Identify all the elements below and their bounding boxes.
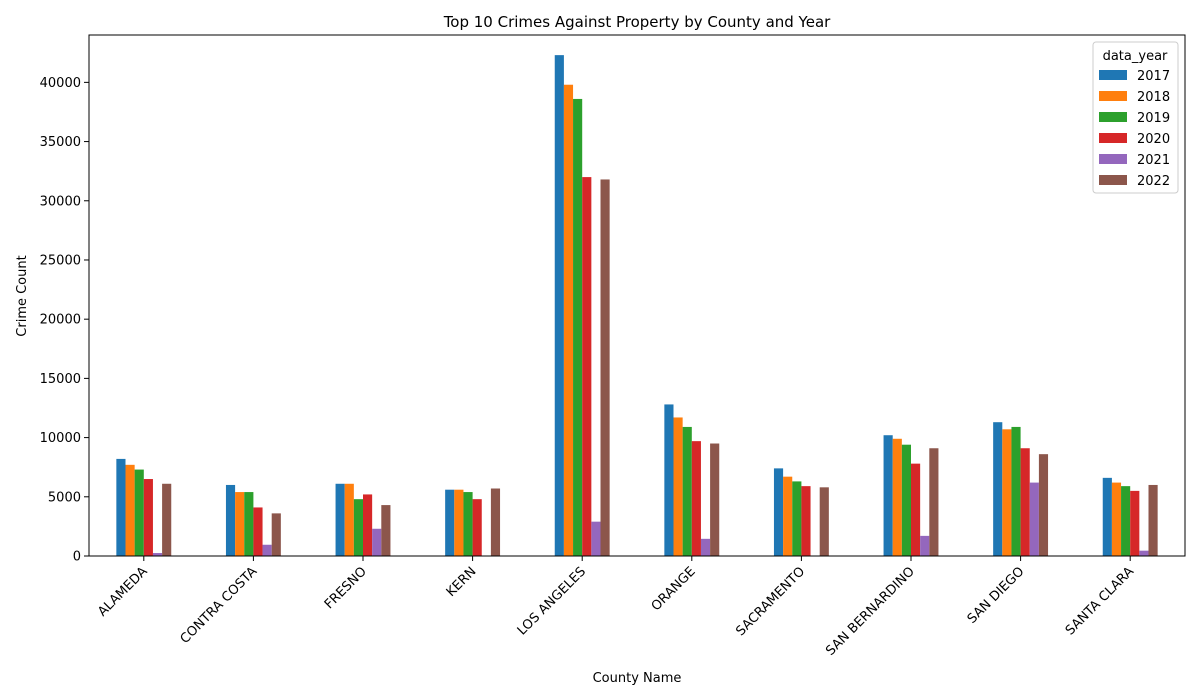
legend-swatch-2019 bbox=[1099, 112, 1127, 122]
bar-san-diego-2018 bbox=[1002, 429, 1012, 556]
bar-fresno-2019 bbox=[353, 499, 363, 556]
bar-fresno-2021 bbox=[372, 528, 382, 556]
bar-san-bernardino-2022 bbox=[929, 448, 939, 556]
bar-santa-clara-2020 bbox=[1130, 490, 1140, 556]
bar-santa-clara-2017 bbox=[1102, 477, 1112, 556]
legend-label-2021: 2021 bbox=[1137, 153, 1170, 168]
bar-kern-2017 bbox=[445, 489, 455, 556]
y-tick-label: 10000 bbox=[40, 431, 81, 446]
y-tick-label: 35000 bbox=[40, 135, 81, 150]
bar-sacramento-2018 bbox=[783, 476, 793, 556]
bar-contra-costa-2020 bbox=[253, 507, 263, 556]
bar-contra-costa-2018 bbox=[235, 492, 245, 556]
legend-swatch-2022 bbox=[1099, 175, 1127, 185]
bar-santa-clara-2022 bbox=[1148, 484, 1158, 556]
bar-san-bernardino-2021 bbox=[920, 535, 930, 556]
x-tick-label: CONTRA COSTA bbox=[178, 564, 261, 647]
x-tick-label: ALAMEDA bbox=[95, 564, 151, 620]
y-tick-label: 40000 bbox=[40, 76, 81, 91]
legend-swatch-2020 bbox=[1099, 133, 1127, 143]
bar-contra-costa-2019 bbox=[244, 492, 254, 556]
x-tick-label: KERN bbox=[444, 564, 480, 600]
bar-sacramento-2017 bbox=[773, 468, 784, 556]
legend-label-2018: 2018 bbox=[1137, 90, 1170, 105]
y-axis: 0 5000 10000 15000 20000 25000 30000 35000 40000 bbox=[40, 76, 89, 565]
bar-san-diego-2020 bbox=[1020, 448, 1030, 556]
bar-contra-costa-2021 bbox=[262, 544, 272, 556]
y-axis-label: Crime Count bbox=[15, 255, 30, 336]
bar-san-bernardino-2019 bbox=[901, 444, 911, 556]
bar-alameda-2019 bbox=[134, 469, 144, 556]
legend-swatch-2021 bbox=[1099, 154, 1127, 164]
x-tick-label: FRESNO bbox=[322, 564, 370, 612]
bar-alameda-2020 bbox=[143, 479, 153, 556]
bar-los-angeles-2018 bbox=[563, 84, 574, 557]
bar-fresno-2017 bbox=[335, 483, 345, 556]
x-tick-label: SANTA CLARA bbox=[1063, 564, 1137, 638]
bar-sacramento-2022 bbox=[819, 487, 829, 556]
bar-santa-clara-2018 bbox=[1111, 482, 1122, 556]
bar-orange-2022 bbox=[710, 443, 720, 556]
bar-contra-costa-2017 bbox=[225, 484, 236, 556]
bar-orange-2020 bbox=[691, 441, 701, 556]
x-axis: ALAMEDA CONTRA COSTA FRESNO KERN LOS ANGELES… bbox=[95, 556, 1137, 659]
bar-los-angeles-2021 bbox=[591, 521, 601, 556]
plot-frame bbox=[88, 34, 1186, 557]
legend-swatch-2018 bbox=[1099, 91, 1127, 101]
bar-kern-2022 bbox=[490, 488, 501, 556]
legend-label-2022: 2022 bbox=[1137, 174, 1170, 189]
x-axis-label: County Name bbox=[593, 671, 682, 686]
legend-title: data_year bbox=[1103, 49, 1168, 64]
legend-label-2020: 2020 bbox=[1137, 132, 1170, 147]
bar-sacramento-2020 bbox=[801, 486, 811, 556]
bar-los-angeles-2017 bbox=[554, 55, 564, 556]
bar-alameda-2017 bbox=[116, 458, 126, 556]
bar-san-diego-2022 bbox=[1038, 454, 1049, 556]
bar-kern-2019 bbox=[463, 492, 473, 556]
y-tick-label: 5000 bbox=[48, 490, 81, 505]
bar-contra-costa-2022 bbox=[271, 513, 281, 556]
bar-los-angeles-2019 bbox=[573, 98, 583, 556]
bar-los-angeles-2022 bbox=[600, 179, 610, 556]
y-tick-label: 15000 bbox=[40, 372, 81, 387]
bar-los-angeles-2020 bbox=[582, 177, 592, 556]
legend-swatch-2017 bbox=[1099, 70, 1127, 80]
bar-alameda-2022 bbox=[162, 483, 172, 556]
bar-san-bernardino-2017 bbox=[883, 435, 893, 556]
x-tick-label: ORANGE bbox=[649, 564, 699, 614]
bar-fresno-2022 bbox=[381, 505, 391, 556]
bar-orange-2021 bbox=[700, 538, 711, 556]
x-tick-label: LOS ANGELES bbox=[515, 564, 589, 638]
bar-san-diego-2017 bbox=[993, 422, 1003, 556]
chart-title: Top 10 Crimes Against Property by County… bbox=[443, 13, 831, 31]
bar-sacramento-2019 bbox=[792, 481, 802, 556]
bar-alameda-2018 bbox=[125, 464, 135, 556]
bar-fresno-2020 bbox=[363, 494, 373, 556]
y-tick-label: 0 bbox=[73, 550, 81, 565]
y-tick-label: 30000 bbox=[40, 194, 81, 209]
bar-orange-2017 bbox=[664, 404, 674, 556]
bar-alameda-2021 bbox=[152, 553, 163, 556]
y-tick-label: 25000 bbox=[40, 253, 81, 268]
bar-kern-2018 bbox=[454, 489, 464, 556]
x-tick-label: SACRAMENTO bbox=[733, 564, 808, 639]
legend-label-2017: 2017 bbox=[1137, 69, 1170, 84]
x-tick-label: SAN DIEGO bbox=[965, 564, 1028, 627]
legend-label-2019: 2019 bbox=[1137, 111, 1170, 126]
bar-san-bernardino-2018 bbox=[892, 438, 902, 556]
bar-santa-clara-2019 bbox=[1121, 486, 1131, 556]
bar-kern-2020 bbox=[472, 499, 482, 556]
bar-orange-2018 bbox=[673, 417, 683, 556]
x-tick-label: SAN BERNARDINO bbox=[823, 564, 918, 659]
bars-group bbox=[116, 55, 1158, 557]
bar-fresno-2018 bbox=[344, 483, 354, 556]
bar-san-diego-2019 bbox=[1011, 426, 1021, 556]
bar-san-bernardino-2020 bbox=[911, 463, 921, 556]
legend: data_year 2017 2018 2019 2020 2021 2022 bbox=[1092, 41, 1179, 194]
bar-orange-2019 bbox=[682, 426, 692, 556]
y-tick-label: 20000 bbox=[40, 313, 81, 328]
bar-santa-clara-2021 bbox=[1139, 550, 1149, 556]
bar-san-diego-2021 bbox=[1029, 482, 1039, 556]
